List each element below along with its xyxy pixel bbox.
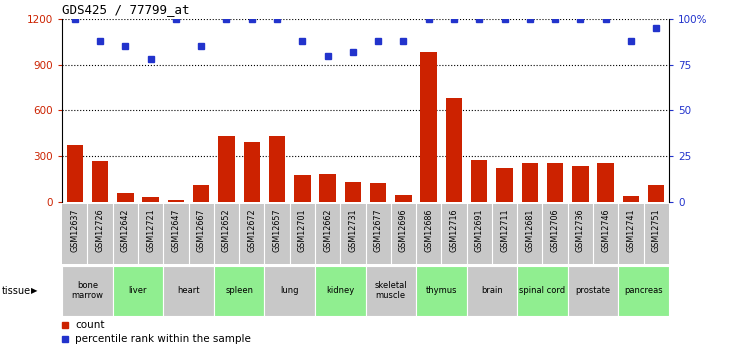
Text: GSM12686: GSM12686 (424, 208, 433, 252)
Text: GSM12716: GSM12716 (450, 208, 458, 252)
Bar (193, 185, 209, 202)
Bar (618, 266, 669, 316)
Bar (344, 182, 361, 202)
Text: GSM12647: GSM12647 (171, 208, 181, 252)
Bar (518, 266, 568, 316)
Bar (446, 98, 462, 202)
Text: GSM12711: GSM12711 (500, 208, 509, 252)
Text: GSM12662: GSM12662 (323, 208, 332, 252)
Bar (163, 266, 213, 316)
Text: GSM12751: GSM12751 (652, 208, 661, 252)
Bar (167, 199, 184, 202)
Text: thymus: thymus (425, 286, 457, 295)
Bar (416, 266, 466, 316)
Bar (420, 52, 437, 202)
Text: skeletal
muscle: skeletal muscle (374, 281, 407, 300)
Bar (648, 185, 664, 202)
Text: pancreas: pancreas (624, 286, 663, 295)
Bar (547, 163, 564, 202)
Text: bone
marrow: bone marrow (72, 281, 103, 300)
Bar (496, 168, 512, 202)
Text: brain: brain (481, 286, 503, 295)
Bar (623, 196, 639, 202)
Bar (471, 160, 488, 202)
Text: GSM12741: GSM12741 (626, 208, 635, 252)
Text: GSM12667: GSM12667 (197, 208, 205, 252)
Bar (113, 266, 163, 316)
Text: GSM12701: GSM12701 (298, 208, 307, 252)
Bar (92, 161, 108, 202)
Text: GSM12721: GSM12721 (146, 208, 155, 252)
Text: spinal cord: spinal cord (520, 286, 566, 295)
Text: GSM12736: GSM12736 (576, 208, 585, 252)
Bar (395, 195, 412, 202)
Text: GSM12681: GSM12681 (526, 208, 534, 252)
Text: heart: heart (178, 286, 200, 295)
Text: liver: liver (129, 286, 147, 295)
Bar (466, 266, 518, 316)
Text: spleen: spleen (225, 286, 253, 295)
Text: GSM12726: GSM12726 (96, 208, 105, 252)
Bar (213, 266, 265, 316)
Text: GSM12637: GSM12637 (70, 208, 79, 252)
Bar (62, 266, 113, 316)
Text: GSM12706: GSM12706 (550, 208, 560, 252)
Text: ▶: ▶ (31, 286, 38, 295)
Bar (370, 183, 387, 202)
Bar (522, 163, 538, 202)
Bar (143, 197, 159, 202)
Text: percentile rank within the sample: percentile rank within the sample (75, 334, 251, 344)
Text: GSM12696: GSM12696 (399, 208, 408, 252)
Bar (572, 166, 588, 202)
Bar (219, 136, 235, 202)
Bar (319, 174, 336, 202)
Bar (243, 142, 260, 202)
Bar (568, 266, 618, 316)
Text: GSM12731: GSM12731 (349, 208, 357, 252)
Bar (269, 136, 285, 202)
Text: prostate: prostate (575, 286, 610, 295)
Text: GSM12672: GSM12672 (247, 208, 257, 252)
Text: GSM12642: GSM12642 (121, 208, 130, 252)
Text: GSM12691: GSM12691 (474, 208, 484, 252)
Text: GSM12677: GSM12677 (374, 208, 382, 252)
Text: GDS425 / 77799_at: GDS425 / 77799_at (62, 3, 189, 17)
Bar (265, 266, 315, 316)
Bar (366, 266, 416, 316)
Bar (294, 175, 311, 202)
Bar (67, 146, 83, 202)
Text: GSM12746: GSM12746 (601, 208, 610, 252)
Text: tissue: tissue (1, 286, 31, 296)
Text: GSM12657: GSM12657 (273, 208, 281, 252)
Text: GSM12652: GSM12652 (222, 208, 231, 252)
Bar (597, 163, 614, 202)
Text: kidney: kidney (326, 286, 355, 295)
Bar (315, 266, 366, 316)
Text: count: count (75, 320, 105, 329)
Text: lung: lung (281, 286, 299, 295)
Bar (117, 193, 134, 202)
